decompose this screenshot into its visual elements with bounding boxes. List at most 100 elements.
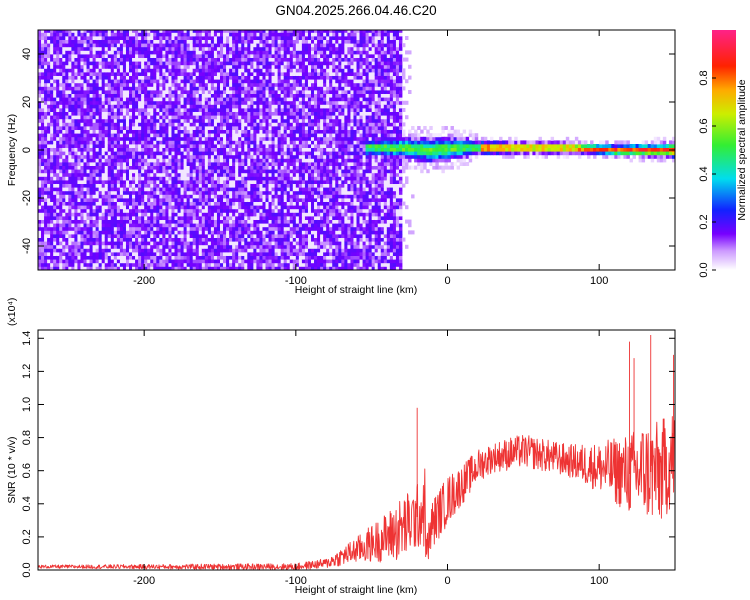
heatmap-cell xyxy=(198,219,203,224)
heatmap-cell xyxy=(256,32,260,37)
heatmap-cell xyxy=(141,104,145,109)
heatmap-cell xyxy=(162,151,166,156)
heatmap-cell xyxy=(104,180,109,184)
heatmap-cell xyxy=(65,115,69,120)
heatmap-cell xyxy=(56,133,60,138)
heatmap-cell xyxy=(210,198,215,202)
heatmap-cell xyxy=(141,208,145,213)
heatmap-cell xyxy=(119,198,124,202)
heatmap-cell xyxy=(165,208,169,213)
heatmap-cell xyxy=(204,147,209,152)
heatmap-cell xyxy=(168,108,172,112)
heatmap-cell xyxy=(150,144,154,148)
heatmap-cell xyxy=(135,223,139,228)
heatmap-cell xyxy=(47,190,51,195)
heatmap-cell xyxy=(207,50,212,55)
heatmap-cell xyxy=(53,97,57,102)
heatmap-cell xyxy=(186,201,191,206)
heatmap-cell xyxy=(198,262,203,267)
heatmap-cell xyxy=(65,244,69,249)
heatmap-cell xyxy=(77,172,81,177)
heatmap-cell xyxy=(80,144,84,148)
heatmap-cell xyxy=(150,36,154,40)
heatmap-cell xyxy=(189,82,194,87)
heatmap-cell xyxy=(122,190,127,195)
heatmap-cell xyxy=(132,241,136,246)
heatmap-cell xyxy=(198,39,203,44)
heatmap-cell xyxy=(207,129,212,134)
heatmap-cell xyxy=(80,219,84,224)
heatmap-cell xyxy=(95,183,100,188)
heatmap-cell xyxy=(244,122,248,127)
heatmap-cell xyxy=(41,158,45,163)
heatmap-cell xyxy=(192,208,197,213)
heatmap-cell xyxy=(198,190,203,195)
heatmap-cell xyxy=(174,104,178,109)
heatmap-cell xyxy=(207,237,212,242)
heatmap-cell xyxy=(59,50,63,55)
heatmap-cell xyxy=(186,129,191,134)
heatmap-cell xyxy=(213,237,218,242)
heatmap-cell xyxy=(95,68,100,73)
heatmap-cell xyxy=(107,194,112,199)
heatmap-cell xyxy=(244,234,248,238)
heatmap-cell xyxy=(220,205,224,210)
heatmap-cell xyxy=(113,216,118,220)
heatmap-cell xyxy=(141,248,145,253)
heatmap-cell xyxy=(156,151,160,156)
heatmap-cell xyxy=(144,234,148,238)
heatmap-cell xyxy=(41,162,45,166)
heatmap-cell xyxy=(59,190,63,195)
heatmap-cell xyxy=(56,183,60,188)
heatmap-cell xyxy=(83,50,87,55)
heatmap-cell xyxy=(50,234,54,238)
heatmap-cell xyxy=(235,187,239,192)
heatmap-cell xyxy=(195,64,200,69)
heatmap-cell xyxy=(65,43,69,48)
heatmap-cell xyxy=(207,100,212,105)
heatmap-cell xyxy=(253,64,257,69)
heatmap-cell xyxy=(77,97,81,102)
heatmap-cell xyxy=(122,57,127,62)
heatmap-cell xyxy=(141,172,145,177)
heatmap-cell xyxy=(50,158,54,163)
heatmap-cell xyxy=(174,115,178,120)
heatmap-cell xyxy=(65,126,69,130)
heatmap-cell xyxy=(204,187,209,192)
heatmap-cell xyxy=(129,216,133,220)
heatmap-cell xyxy=(153,183,157,188)
heatmap-cell xyxy=(226,43,230,48)
heatmap-cell xyxy=(165,255,169,260)
heatmap-cell xyxy=(259,259,263,264)
heatmap-cell xyxy=(68,244,72,249)
heatmap-cell xyxy=(56,208,60,213)
heatmap-cell xyxy=(235,151,239,156)
heatmap-cell xyxy=(50,122,54,127)
heatmap-cell xyxy=(241,165,245,170)
heatmap-cell xyxy=(241,93,245,98)
heatmap-cell xyxy=(53,255,57,260)
heatmap-cell xyxy=(159,169,163,174)
heatmap-cell xyxy=(104,100,109,105)
heatmap-cell xyxy=(83,194,87,199)
heatmap-cell xyxy=(56,72,60,76)
heatmap-cell xyxy=(210,147,215,152)
heatmap-cell xyxy=(171,86,175,91)
heatmap-cell xyxy=(86,180,90,184)
heatmap-cell xyxy=(250,30,254,33)
heatmap-cell xyxy=(259,169,263,174)
heatmap-cell xyxy=(256,165,260,170)
heatmap-cell xyxy=(138,230,142,235)
heatmap-cell xyxy=(59,115,63,120)
heatmap-cell xyxy=(232,39,236,44)
heatmap-cell xyxy=(74,183,78,188)
heatmap-cell xyxy=(53,208,57,213)
heatmap-cell xyxy=(41,30,45,33)
heatmap-cell xyxy=(71,237,75,242)
heatmap-cell xyxy=(150,57,154,62)
heatmap-cell xyxy=(256,205,260,210)
heatmap-cell xyxy=(226,255,230,260)
heatmap-cell xyxy=(192,118,197,123)
heatmap-cell xyxy=(50,266,54,270)
heatmap-cell xyxy=(95,252,100,256)
